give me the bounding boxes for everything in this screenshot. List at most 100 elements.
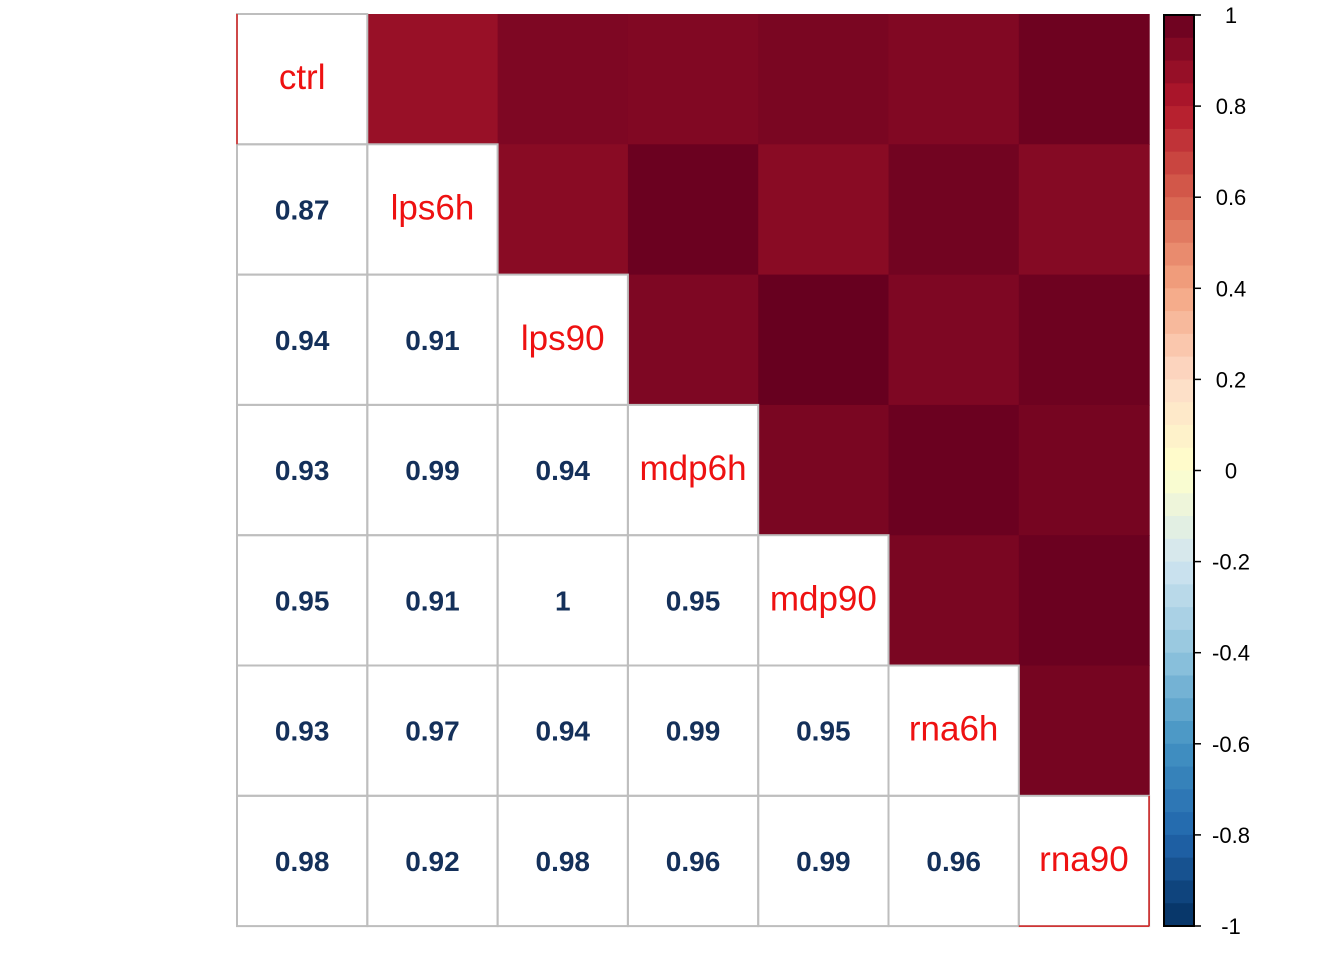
heatmap-cell-ctrl-lps90 (497, 14, 629, 145)
heatmap-cell-lps6h-rna90 (1018, 144, 1150, 276)
colorbar-tick-label: -0.4 (1212, 641, 1250, 666)
colorbar-swatch (1164, 151, 1194, 176)
heatmap-cell-mdp6h-mdp90 (758, 404, 890, 536)
colorbar-swatch (1164, 242, 1194, 267)
colorbar-swatch (1164, 516, 1194, 540)
heatmap-cell-ctrl-rna90 (1018, 14, 1150, 145)
value-label-rna6h-ctrl: 0.93 (275, 716, 330, 747)
colorbar-swatch (1164, 288, 1194, 312)
colorbar-swatch (1164, 880, 1194, 904)
colorbar-swatch (1164, 106, 1194, 130)
colorbar-swatch (1164, 698, 1194, 722)
colorbar-swatch (1164, 197, 1194, 221)
variable-label-rna90: rna90 (1039, 840, 1129, 879)
value-label-mdp90-lps6h: 0.91 (405, 585, 460, 616)
colorbar-swatch (1164, 561, 1194, 585)
heatmap-cell-rna6h-rna90 (1018, 665, 1150, 797)
value-label-rna6h-lps90: 0.94 (536, 716, 591, 747)
value-label-lps90-lps6h: 0.91 (405, 325, 460, 356)
heatmap-cell-lps6h-rna6h (888, 144, 1020, 276)
colorbar-swatch (1164, 493, 1194, 517)
value-label-rna90-lps6h: 0.92 (405, 846, 460, 877)
value-label-lps6h-ctrl: 0.87 (275, 194, 330, 225)
colorbar-swatch (1164, 607, 1194, 631)
heatmap-cell-mdp90-rna6h (888, 535, 1020, 667)
colorbar-legend: 1 0.8 0.6 0.4 0.2 0 -0.2 -0.4 -0.6 -0.8 -1 (1163, 3, 1250, 939)
colorbar-swatch (1164, 857, 1194, 882)
heatmap-cell-lps6h-lps90 (497, 144, 629, 276)
heatmap-cell-lps6h-mdp90 (758, 144, 890, 276)
colorbar-swatch (1164, 60, 1194, 84)
heatmap-cell-lps6h-mdp6h (627, 144, 759, 276)
heatmap-cell-mdp90-rna90 (1018, 535, 1150, 667)
upper-cells-layer (367, 14, 1150, 797)
colorbar-tick-label: 0.2 (1216, 367, 1247, 392)
colorbar-tick-label: 0.6 (1216, 185, 1247, 210)
colorbar-swatch (1164, 311, 1194, 335)
variable-label-lps90: lps90 (521, 319, 605, 358)
colorbar-swatch (1164, 834, 1194, 859)
colorbar-tick-label: -1 (1221, 914, 1241, 939)
colorbar-swatch (1164, 379, 1194, 403)
heatmap-cell-mdp6h-rna90 (1018, 404, 1150, 536)
value-label-mdp6h-ctrl: 0.93 (275, 455, 330, 486)
value-label-rna90-lps90: 0.98 (536, 846, 591, 877)
colorbar-swatch (1164, 447, 1194, 472)
colorbar-tick-label: 0.8 (1216, 94, 1247, 119)
colorbar-tick-label: 0 (1225, 459, 1237, 484)
heatmap-cell-lps90-rna6h (888, 274, 1020, 406)
colorbar-swatch (1164, 174, 1194, 198)
colorbar-swatch (1164, 675, 1194, 699)
variable-label-rna6h: rna6h (909, 710, 999, 749)
colorbar-swatch (1164, 128, 1194, 153)
colorbar-swatch (1164, 812, 1194, 836)
colorbar-swatch (1164, 629, 1194, 654)
value-label-rna90-ctrl: 0.98 (275, 846, 330, 877)
colorbar-swatch (1164, 356, 1194, 380)
colorbar-swatch (1164, 219, 1194, 244)
value-label-mdp90-mdp6h: 0.95 (666, 585, 721, 616)
colorbar-swatch (1164, 766, 1194, 790)
value-label-rna6h-lps6h: 0.97 (405, 716, 460, 747)
colorbar-swatch (1164, 721, 1194, 745)
heatmap-cell-ctrl-mdp90 (758, 14, 890, 145)
colorbar-swatch (1164, 402, 1194, 426)
colorbar-swatch (1164, 538, 1194, 563)
value-label-rna6h-mdp90: 0.95 (796, 716, 851, 747)
value-label-rna90-mdp90: 0.99 (796, 846, 851, 877)
heatmap-cell-ctrl-lps6h (367, 14, 499, 145)
colorbar-swatch (1164, 652, 1194, 677)
heatmap-cell-ctrl-rna6h (888, 14, 1020, 145)
colorbar-swatch (1164, 15, 1194, 39)
colorbar-swatch (1164, 333, 1194, 358)
colorbar-swatch (1164, 789, 1194, 813)
heatmap-cell-lps90-mdp90 (758, 274, 890, 406)
colorbar-swatch (1164, 83, 1194, 107)
grid-layer (236, 13, 1151, 928)
value-label-mdp90-lps90: 1 (555, 585, 571, 616)
value-label-mdp90-ctrl: 0.95 (275, 585, 330, 616)
value-label-rna6h-mdp6h: 0.99 (666, 716, 721, 747)
colorbar-tick-label: -0.6 (1212, 732, 1250, 757)
colorbar-tick-label: 0.4 (1216, 276, 1247, 301)
value-label-mdp6h-lps90: 0.94 (536, 455, 591, 486)
colorbar-tick-label: 1 (1225, 3, 1237, 28)
colorbar-swatch (1164, 743, 1194, 768)
variable-label-ctrl: ctrl (279, 58, 326, 97)
value-label-mdp6h-lps6h: 0.99 (405, 455, 460, 486)
colorbar-swatch (1164, 584, 1194, 608)
variable-label-mdp90: mdp90 (770, 579, 877, 618)
heatmap-cell-lps90-mdp6h (627, 274, 759, 406)
variable-label-lps6h: lps6h (391, 188, 475, 227)
colorbar-swatch (1164, 37, 1194, 62)
colorbar-swatch (1164, 903, 1194, 927)
value-label-lps90-ctrl: 0.94 (275, 325, 330, 356)
colorbar-swatch (1164, 265, 1194, 289)
heatmap-cell-mdp6h-rna6h (888, 404, 1020, 536)
value-label-rna90-mdp6h: 0.96 (666, 846, 721, 877)
colorbar-tick-label: -0.2 (1212, 550, 1250, 575)
value-label-rna90-rna6h: 0.96 (926, 846, 981, 877)
colorbar-swatch (1164, 424, 1194, 449)
